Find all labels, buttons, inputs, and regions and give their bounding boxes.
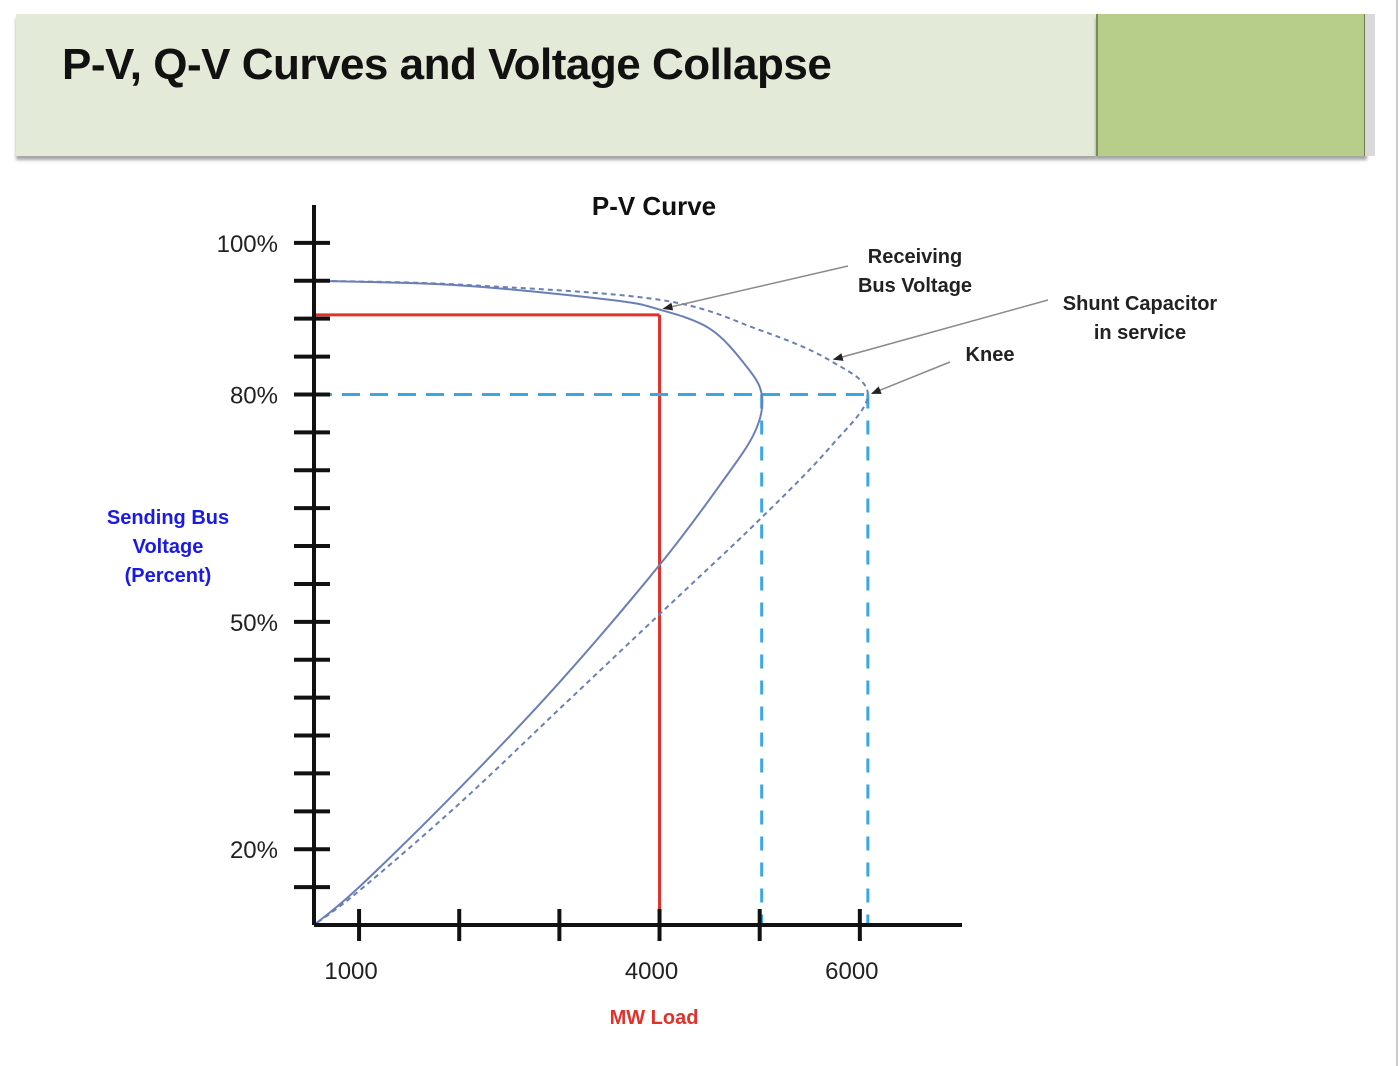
annotation-capacitor-line-1: Shunt Capacitor (1063, 293, 1218, 315)
title-band-shadow (1365, 14, 1375, 156)
annotation-arrow-receiving (662, 265, 849, 311)
x-tick-label: 1000 (324, 958, 377, 985)
y-axis-label-line-2: Voltage (133, 536, 204, 558)
slide-right-edge (1396, 0, 1398, 1066)
chart-title: P-V Curve (592, 191, 716, 221)
x-tick-label: 4000 (625, 958, 678, 985)
title-band (16, 14, 1096, 156)
annotation-capacitor-line-2: in service (1094, 322, 1186, 344)
y-tick-label: 100% (217, 231, 278, 258)
x-tick-label: 6000 (825, 958, 878, 985)
y-tick-label: 80% (230, 382, 278, 409)
y-axis-label-line-1: Sending Bus (107, 507, 229, 529)
y-tick-label: 20% (230, 837, 278, 864)
slide-title: P-V, Q-V Curves and Voltage Collapse (62, 40, 832, 89)
y-tick-label: 50% (230, 610, 278, 637)
annotation-receiving-line-1: Receiving (868, 246, 962, 268)
plot-area: 100% 80% 50% 20% 1000 4000 6000 (217, 205, 1049, 985)
pv-curve-base (313, 279, 764, 926)
pv-curve-shunt-capacitor (313, 279, 869, 926)
annotation-receiving-line-2: Bus Voltage (858, 275, 972, 297)
annotation-knee: Knee (966, 344, 1015, 366)
annotation-arrow-capacitor (832, 299, 1049, 361)
x-axis-label: MW Load (610, 1007, 699, 1029)
title-accent-block (1096, 14, 1367, 156)
annotation-arrow-knee (870, 361, 951, 395)
y-axis-label-line-3: (Percent) (125, 565, 212, 587)
